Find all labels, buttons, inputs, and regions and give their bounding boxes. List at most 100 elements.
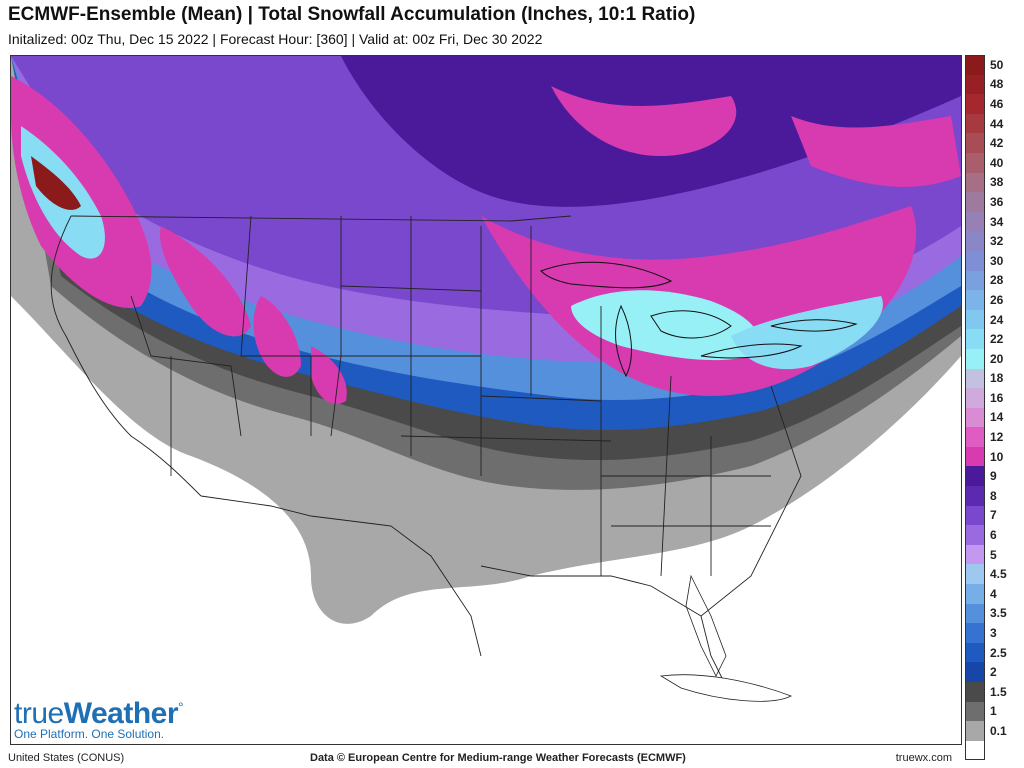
legend-item: 6 <box>965 525 1019 545</box>
legend-item: 16 <box>965 388 1019 408</box>
legend-label: 46 <box>990 96 1004 111</box>
legend-item: 30 <box>965 250 1019 271</box>
legend-item: 20 <box>965 348 1019 369</box>
legend-swatch <box>965 682 985 702</box>
legend-item: 3 <box>965 623 1019 643</box>
legend-swatch <box>965 623 985 643</box>
legend-item: 38 <box>965 172 1019 193</box>
legend-label: 44 <box>990 116 1004 131</box>
legend-label: 6 <box>990 528 997 543</box>
legend-label: 40 <box>990 155 1004 170</box>
legend-swatch <box>965 309 985 330</box>
legend-label: 30 <box>990 253 1004 268</box>
legend-item: 24 <box>965 309 1019 330</box>
footer-attribution: Data © European Centre for Medium-range … <box>310 752 686 764</box>
legend-swatch <box>965 740 985 761</box>
legend-swatch <box>965 192 985 212</box>
legend-swatch <box>965 525 985 545</box>
legend-item: 36 <box>965 192 1019 212</box>
snowfall-map-graphic <box>11 56 961 744</box>
legend-label: 1.5 <box>990 684 1007 699</box>
legend-item: 3.5 <box>965 603 1019 624</box>
legend-swatch <box>965 348 985 369</box>
legend-swatch <box>965 701 985 722</box>
legend-item: 7 <box>965 505 1019 526</box>
map-subtitle: Initalized: 00z Thu, Dec 15 2022 | Forec… <box>8 31 543 47</box>
legend-swatch <box>965 113 985 134</box>
legend-label: 2 <box>990 665 997 680</box>
legend-swatch <box>965 55 985 75</box>
legend-item: 32 <box>965 231 1019 251</box>
legend-label: 7 <box>990 508 997 523</box>
legend-item: 10 <box>965 446 1019 467</box>
legend-label: 18 <box>990 371 1004 386</box>
legend-label: 14 <box>990 410 1004 425</box>
legend-swatch <box>965 466 985 487</box>
legend-swatch <box>965 368 985 389</box>
legend-item: 12 <box>965 427 1019 447</box>
legend-swatch <box>965 427 985 447</box>
legend-item: 34 <box>965 211 1019 232</box>
legend-item: 5 <box>965 544 1019 565</box>
legend-item: 26 <box>965 290 1019 310</box>
legend-label: 9 <box>990 469 997 484</box>
legend-label: 3.5 <box>990 606 1007 621</box>
legend-item: 1 <box>965 701 1019 722</box>
legend-swatch <box>965 290 985 310</box>
legend-swatch <box>965 603 985 624</box>
legend-item: 28 <box>965 270 1019 291</box>
legend-item: 22 <box>965 329 1019 349</box>
legend-label: 10 <box>990 449 1004 464</box>
legend-label: 50 <box>990 57 1004 72</box>
legend-item: 44 <box>965 113 1019 134</box>
legend-label: 0.1 <box>990 723 1007 738</box>
legend-label: 8 <box>990 488 997 503</box>
legend-swatch <box>965 152 985 173</box>
legend-item: 48 <box>965 74 1019 95</box>
legend-swatch <box>965 74 985 95</box>
legend-swatch <box>965 250 985 271</box>
legend-label: 3 <box>990 626 997 641</box>
legend-label: 42 <box>990 136 1004 151</box>
legend-swatch <box>965 231 985 251</box>
legend-label: 32 <box>990 234 1004 249</box>
legend-swatch <box>965 329 985 349</box>
trueweather-logo: trueWeather° One Platform. One Solution. <box>14 697 184 741</box>
legend-item: 2 <box>965 662 1019 682</box>
logo-word-bold: Weather <box>63 697 179 730</box>
legend-item: 9 <box>965 466 1019 487</box>
legend-swatch <box>965 133 985 153</box>
legend-item: 0.1 <box>965 721 1019 741</box>
legend-swatch <box>965 211 985 232</box>
legend-swatch <box>965 662 985 682</box>
legend-swatch <box>965 486 985 506</box>
legend-label: 4 <box>990 586 997 601</box>
legend-item: 18 <box>965 368 1019 389</box>
legend-item: 1.5 <box>965 682 1019 702</box>
legend-base-swatch <box>965 740 1019 761</box>
footer-site-link[interactable]: truewx.com <box>895 752 952 764</box>
legend-item: 42 <box>965 133 1019 153</box>
footer-region: United States (CONUS) <box>8 752 125 764</box>
legend-item: 46 <box>965 94 1019 114</box>
legend-label: 48 <box>990 77 1004 92</box>
legend-label: 36 <box>990 194 1004 209</box>
legend-label: 28 <box>990 273 1004 288</box>
legend-label: 38 <box>990 175 1004 190</box>
legend-swatch <box>965 446 985 467</box>
logo-word-light: true <box>14 697 64 730</box>
legend-swatch <box>965 564 985 585</box>
legend-item: 4.5 <box>965 564 1019 585</box>
legend-item: 14 <box>965 407 1019 428</box>
legend-swatch <box>965 584 985 604</box>
legend-label: 5 <box>990 547 997 562</box>
legend-swatch <box>965 270 985 291</box>
legend-item: 40 <box>965 152 1019 173</box>
legend-label: 2.5 <box>990 645 1007 660</box>
legend-label: 1 <box>990 704 997 719</box>
legend-swatch <box>965 721 985 741</box>
legend-swatch <box>965 642 985 663</box>
legend-swatch <box>965 505 985 526</box>
legend-item: 2.5 <box>965 642 1019 663</box>
legend-label: 20 <box>990 351 1004 366</box>
